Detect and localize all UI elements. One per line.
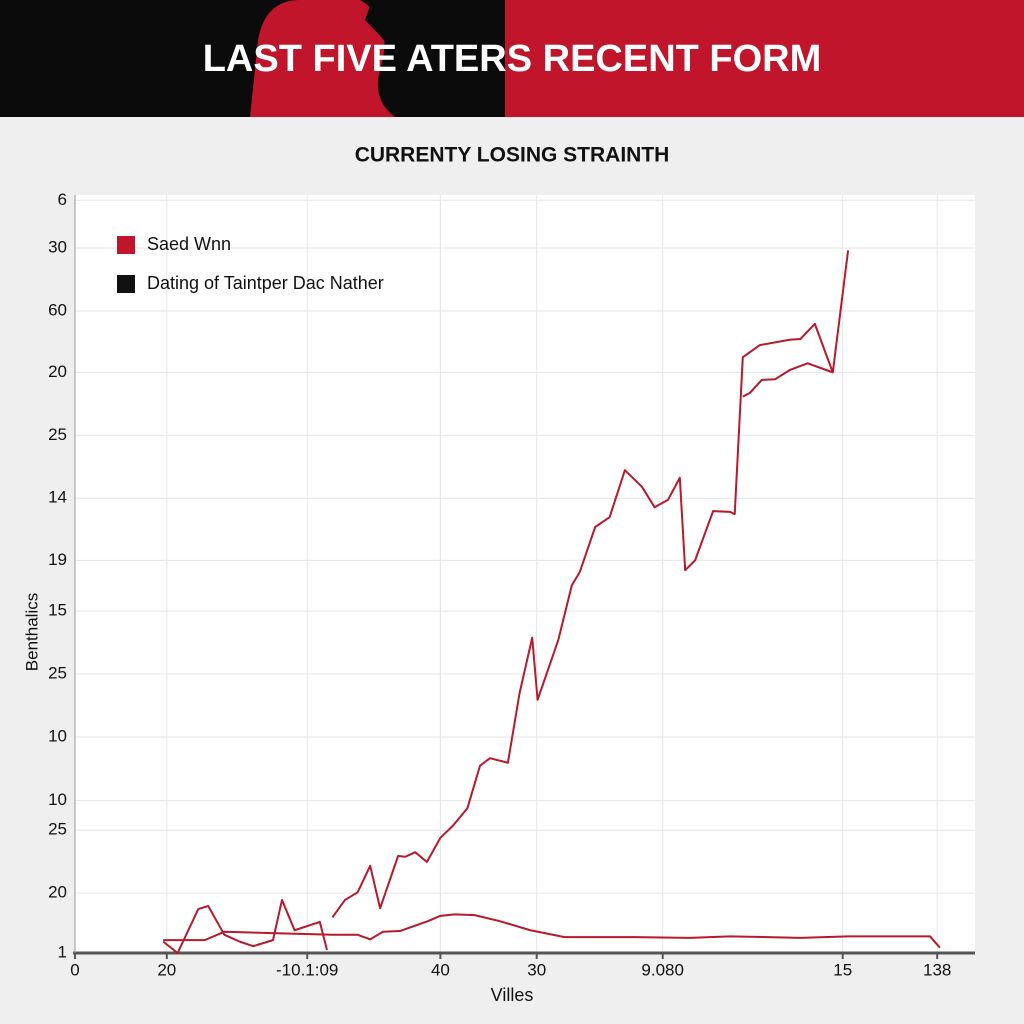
x-tick-label: 138 [923, 960, 951, 979]
x-tick-label: 40 [431, 960, 450, 979]
y-tick-label: 10 [48, 726, 67, 745]
y-axis-label: Benthalics [22, 593, 41, 671]
y-tick-label: 1 [58, 942, 67, 961]
legend-label: Dating of Taintper Dac Nather [147, 273, 384, 293]
series-line [163, 913, 941, 949]
x-tick-label: -10.1:09 [276, 960, 338, 979]
legend-swatch [117, 236, 135, 254]
y-tick-label: 25 [48, 820, 67, 839]
series-line [162, 250, 850, 954]
x-tick-label: 15 [833, 960, 852, 979]
chart-subtitle: CURRENTY LOSING STRAINTH [355, 144, 670, 167]
y-tick-label: 30 [48, 238, 67, 257]
y-tick-label: 25 [48, 425, 67, 444]
y-tick-label: 20 [48, 883, 67, 902]
chart-title: LAST FIVE ATERS RECENT FORM [203, 38, 822, 80]
plot-area [75, 195, 975, 953]
legend-swatch [117, 275, 135, 293]
x-tick-label: 9.080 [641, 960, 684, 979]
x-axis-label: Villes [491, 985, 534, 1005]
x-tick-label: 30 [527, 960, 546, 979]
y-tick-label: 14 [48, 488, 67, 507]
y-tick-label: 6 [58, 190, 67, 209]
silhouette [250, 0, 395, 117]
legend-label: Saed Wnn [147, 234, 231, 254]
y-tick-label: 60 [48, 300, 67, 319]
y-tick-label: 10 [48, 790, 67, 809]
y-tick-label: 15 [48, 601, 67, 620]
x-tick-label: 20 [157, 960, 176, 979]
y-tick-label: 20 [48, 362, 67, 381]
y-tick-label: 25 [48, 664, 67, 683]
y-tick-label: 19 [48, 550, 67, 569]
silhouette-cut [365, 0, 406, 60]
x-tick-label: 0 [70, 960, 79, 979]
